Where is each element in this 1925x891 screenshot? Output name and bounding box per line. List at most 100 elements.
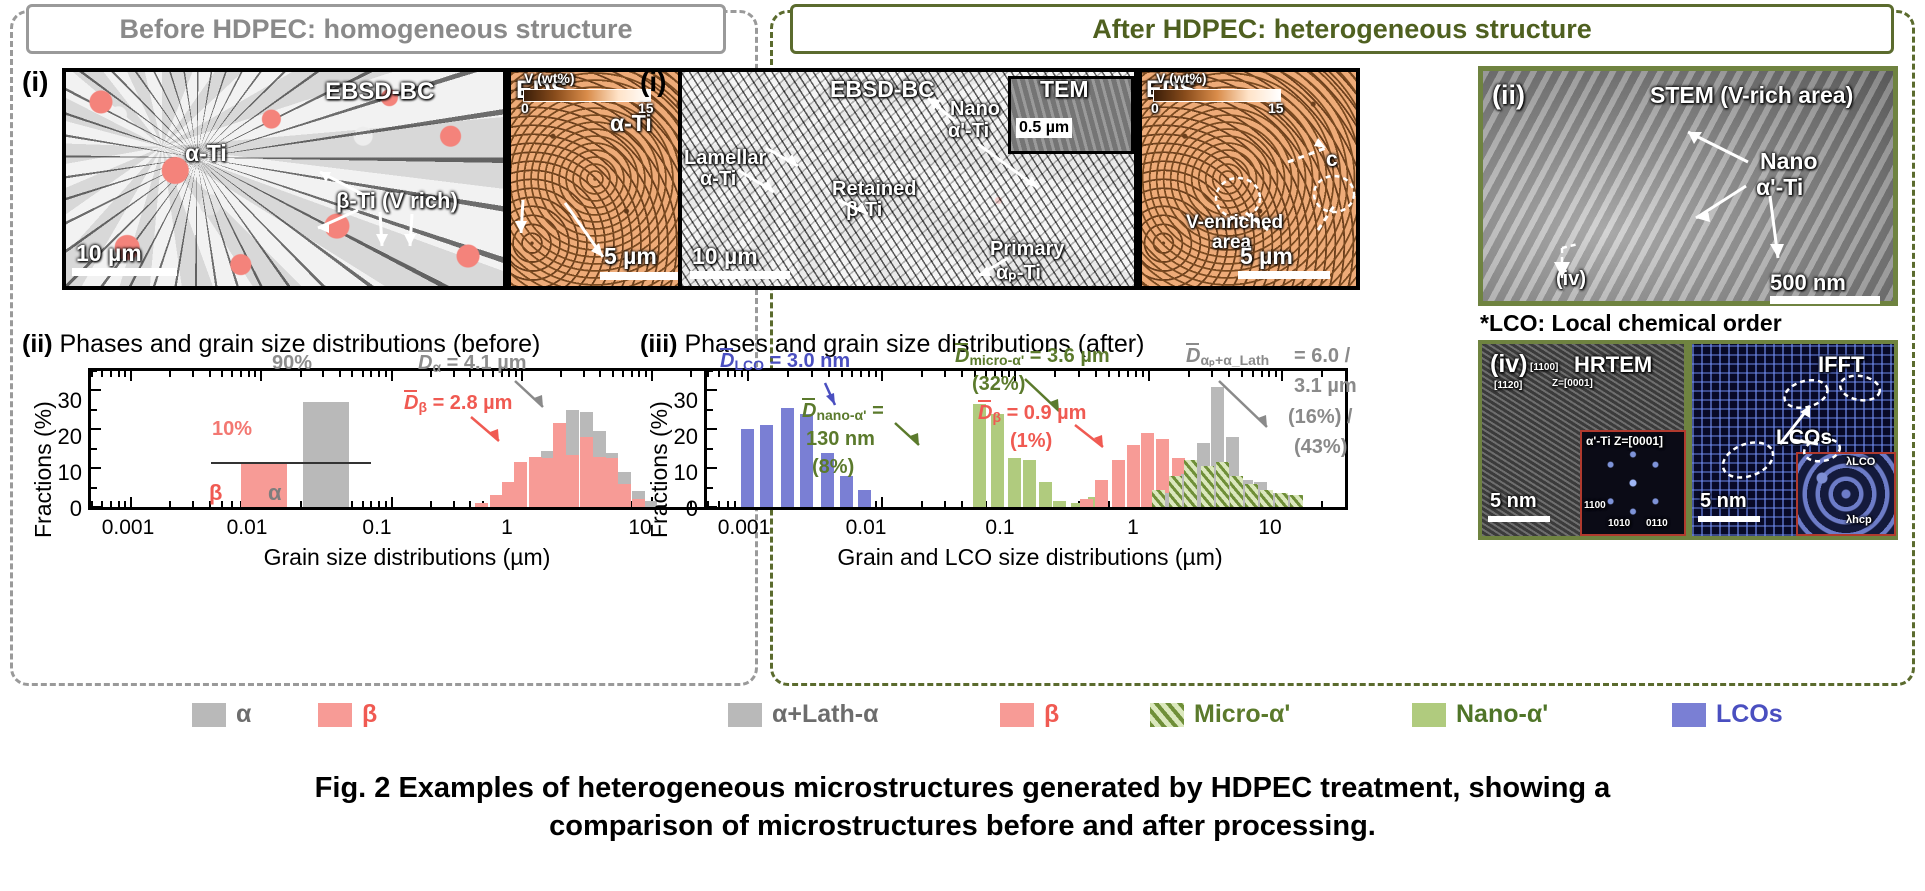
before-chart-title-index: (ii) bbox=[22, 330, 53, 358]
after-xtick-0: 0.001 bbox=[717, 516, 771, 539]
after-hdpec-header: After HDPEC: heterogeneous structure bbox=[790, 4, 1894, 54]
axis-tick bbox=[221, 501, 224, 507]
axis-tick bbox=[984, 371, 987, 377]
axis-tick bbox=[920, 501, 923, 507]
after-d-alath-line2: 3.1 µm bbox=[1294, 375, 1357, 397]
after-legend-item-beta: β bbox=[1000, 700, 1059, 729]
after-ytick-0: 0 bbox=[685, 496, 698, 521]
after-ytick-10: 10 bbox=[673, 460, 698, 485]
axis-tick bbox=[370, 371, 373, 377]
before-inset-alpha-label: α bbox=[268, 480, 282, 505]
axis-tick bbox=[260, 371, 263, 381]
before-d-beta-annotation: Dβ = 2.8 µm bbox=[404, 392, 512, 415]
axis-tick bbox=[429, 371, 432, 377]
after-legend-item-lcos: LCOs bbox=[1672, 700, 1783, 729]
d-beta-symbol: D bbox=[404, 392, 419, 414]
after-d-beta-symbol: D bbox=[978, 402, 993, 424]
axis-tick bbox=[851, 371, 854, 377]
axis-tick bbox=[630, 501, 633, 507]
legend-swatch-nano-alpha bbox=[1412, 702, 1446, 727]
axis-tick bbox=[707, 370, 713, 372]
after-micrograph-index: (i) bbox=[640, 66, 667, 97]
axis-tick bbox=[747, 371, 750, 381]
axis-tick bbox=[322, 371, 325, 377]
axis-tick bbox=[91, 428, 101, 431]
chart-bar bbox=[553, 423, 567, 507]
before-xtick-1: 0.01 bbox=[226, 516, 268, 539]
chart-bar bbox=[760, 425, 774, 507]
axis-tick bbox=[638, 371, 641, 377]
axis-tick bbox=[1134, 371, 1137, 377]
axis-tick bbox=[707, 506, 717, 508]
after-d-beta-subscript: β bbox=[992, 409, 1001, 425]
d-lco-symbol: D bbox=[720, 350, 735, 372]
axis-tick bbox=[1211, 371, 1214, 377]
axis-tick bbox=[299, 501, 302, 507]
chart-bar bbox=[1071, 503, 1085, 507]
chart-bar bbox=[1274, 493, 1288, 507]
axis-tick bbox=[622, 371, 624, 377]
after-xtick-4: 10 bbox=[1258, 516, 1282, 539]
after-d-micro-percent: (32%) bbox=[972, 373, 1026, 395]
axis-tick bbox=[101, 501, 104, 507]
axis-tick bbox=[690, 501, 693, 507]
axis-tick bbox=[611, 371, 614, 377]
chart-bar bbox=[1200, 466, 1214, 507]
legend-label-micro-alpha: Micro-α' bbox=[1194, 700, 1291, 728]
chart-bar bbox=[1053, 501, 1067, 507]
hrtem-diffraction-inset bbox=[1580, 430, 1686, 536]
before-ytick-10: 10 bbox=[57, 460, 82, 485]
chart-bar bbox=[991, 413, 1005, 507]
legend-swatch-micro-alpha bbox=[1150, 702, 1184, 727]
after-chart-xlabel: Grain and LCO size distributions (µm) bbox=[837, 544, 1223, 570]
axis-tick bbox=[500, 371, 503, 377]
after-ytick-30: 30 bbox=[673, 388, 698, 413]
axis-tick bbox=[124, 501, 127, 507]
chart-bar bbox=[514, 462, 528, 507]
axis-tick bbox=[690, 371, 693, 377]
axis-tick bbox=[944, 371, 947, 377]
before-xtick-2: 0.1 bbox=[362, 516, 392, 539]
before-grain-size-chart: Fractions (%) 0 10 20 30 0.001 0.01 0.1 … bbox=[22, 368, 728, 570]
axis-tick bbox=[867, 371, 870, 377]
chart-bar bbox=[1094, 479, 1108, 507]
chart-bar bbox=[475, 503, 489, 507]
figure-caption-line1: Fig. 2 Examples of heterogeneous microst… bbox=[314, 772, 1611, 804]
axis-tick bbox=[91, 467, 101, 470]
chart-bar bbox=[1111, 460, 1125, 507]
legend-label-lcos: LCOs bbox=[1716, 700, 1783, 728]
before-chart-title: (ii) Phases and grain size distributions… bbox=[22, 330, 540, 359]
axis-tick bbox=[91, 370, 97, 372]
lco-footnote: *LCO: Local chemical order bbox=[1480, 310, 1782, 336]
after-d-lco-annotation: DLCO = 3.0 nm bbox=[720, 350, 850, 373]
chart-bar bbox=[973, 404, 987, 507]
d-nano-subscript: nano-α' bbox=[816, 407, 867, 423]
axis-tick bbox=[1241, 371, 1244, 377]
axis-tick bbox=[254, 371, 257, 377]
after-d-alath-line4: (43%) bbox=[1294, 436, 1348, 458]
after-chart-title: (iii) Phases and grain size distribution… bbox=[640, 330, 1144, 359]
legend-label-alpha: α bbox=[236, 700, 252, 728]
axis-tick bbox=[370, 501, 373, 507]
axis-tick bbox=[351, 501, 354, 507]
axis-tick bbox=[130, 371, 133, 381]
d-lco-subscript: LCO bbox=[734, 357, 765, 373]
axis-tick bbox=[880, 497, 883, 507]
after-chart-title-text: Phases and grain size distributions (aft… bbox=[677, 330, 1145, 358]
axis-tick bbox=[1077, 371, 1080, 377]
axis-tick bbox=[630, 371, 633, 377]
after-d-micro-annotation: Dmicro-α' = 3.6 µm bbox=[955, 345, 1110, 368]
axis-tick bbox=[91, 447, 97, 450]
axis-tick bbox=[481, 371, 484, 377]
d-alpha-subscript: α bbox=[432, 359, 442, 375]
axis-tick bbox=[91, 501, 93, 507]
after-d-beta-value: = 0.9 µm bbox=[1006, 402, 1087, 424]
axis-tick bbox=[240, 371, 243, 377]
axis-tick bbox=[1268, 371, 1271, 377]
d-alath-subscript: αₚ+α_Lath bbox=[1200, 352, 1270, 368]
chart-bar bbox=[501, 481, 515, 507]
axis-tick bbox=[231, 371, 234, 377]
axis-tick bbox=[1107, 371, 1110, 377]
chart-bar bbox=[592, 456, 606, 507]
before-plot-area bbox=[88, 368, 716, 510]
